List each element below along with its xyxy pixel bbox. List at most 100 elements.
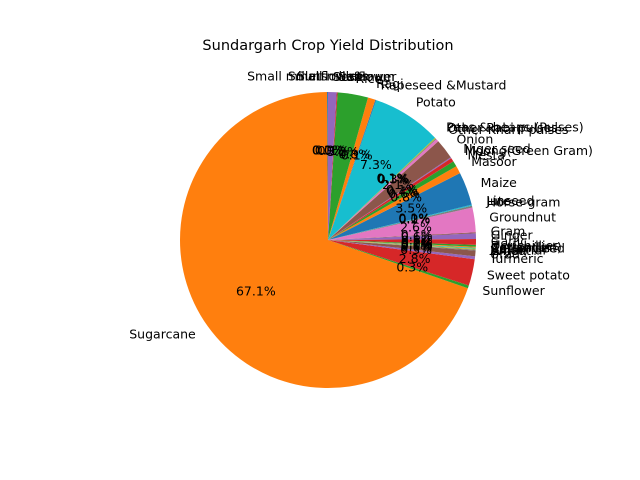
slice-percent-label: 0.6% — [401, 240, 433, 255]
slice-percent-label: 0.1% — [398, 211, 430, 226]
pie-wedge — [328, 161, 457, 240]
slice-percent-label: 0.3% — [400, 242, 432, 257]
slice-label: Safflower — [338, 69, 397, 84]
pie-wedge — [328, 240, 476, 249]
pie-wedge — [328, 207, 476, 240]
pie-wedge — [328, 92, 338, 240]
slice-label: Moong(Green Gram) — [465, 143, 593, 158]
slice-label: Potato — [416, 94, 456, 109]
pie-wedge — [328, 239, 476, 245]
slice-label: Linseed — [486, 193, 534, 208]
slice-percent-label: 0.8% — [390, 189, 422, 204]
slice-label: Turmeric — [489, 251, 544, 266]
slice-percent-label: 0.0% — [312, 143, 344, 158]
slice-percent-label: 0.0% — [401, 238, 433, 253]
pie-wedge — [328, 100, 436, 240]
slice-percent-label: 0.1% — [401, 236, 433, 251]
pie-wedge — [328, 240, 476, 260]
slice-label: Sesamum — [333, 69, 395, 84]
pie-wedge — [328, 141, 451, 240]
slice-percent-label: 0.1% — [377, 170, 409, 185]
slice-percent-label: 0.0% — [401, 236, 433, 251]
pie-wedge — [180, 92, 468, 389]
slice-percent-label: 0.1% — [386, 182, 418, 197]
pie-wedge — [328, 240, 469, 289]
slice-label: Dry chillies — [491, 238, 560, 253]
slice-percent-label: 3.5% — [395, 201, 427, 216]
slice-percent-label: 67.1% — [236, 283, 276, 298]
slice-percent-label: 0.6% — [401, 233, 433, 248]
slice-label: Urad — [490, 246, 520, 261]
slice-label: Wheat — [490, 243, 531, 258]
slice-percent-label: 0.2% — [399, 211, 431, 226]
slice-label: Sunflower — [482, 283, 545, 298]
slice-percent-label: 0.1% — [401, 227, 433, 242]
slice-percent-label: 0.1% — [377, 171, 409, 186]
slice-label: Onion — [456, 131, 493, 146]
slice-label: Rice — [355, 71, 382, 86]
slice-label: Other Kharif pulses — [448, 122, 568, 137]
slice-percent-label: 7.3% — [360, 157, 392, 172]
slice-label: Coriander — [491, 240, 553, 255]
pie-wedge — [328, 173, 472, 240]
slice-percent-label: 0.4% — [387, 183, 419, 198]
pie-wedge — [328, 204, 472, 240]
slice-label: Maize — [481, 175, 517, 190]
slice-percent-label: 0.1% — [341, 147, 373, 162]
slice-percent-label: 0.9% — [315, 143, 347, 158]
pie-wedge — [328, 138, 437, 240]
slice-label: Jute — [485, 194, 511, 209]
slice-label: Small millets — [247, 69, 327, 84]
slice-percent-label: 3.2% — [327, 144, 359, 159]
slice-label: Horse-gram — [487, 195, 561, 210]
slice-percent-label: 0.1% — [401, 237, 433, 252]
slice-percent-label: 2.8% — [399, 251, 431, 266]
slice-percent-label: 0.1% — [401, 238, 433, 253]
slice-label: Small millets — [288, 69, 368, 84]
slice-percent-label: 0.0% — [312, 143, 344, 158]
slice-percent-label: 0.1% — [401, 236, 433, 251]
slice-label: Niger seed — [463, 141, 530, 156]
chart-title: Sundargarh Crop Yield Distribution — [202, 38, 453, 54]
pie-wedge — [328, 139, 439, 240]
pie-wedge — [328, 137, 436, 240]
pie-wedge — [328, 240, 476, 248]
pie-wedge — [328, 97, 376, 240]
pie-wedge — [328, 240, 475, 286]
pie-wedge — [328, 240, 476, 247]
slice-label: Mesta — [468, 148, 506, 163]
slice-percent-label: 0.1% — [312, 143, 344, 158]
slice-label: Sugarcane — [129, 326, 196, 341]
pie-wedges — [180, 92, 476, 389]
slice-percent-label: 2.1% — [382, 177, 414, 192]
slice-percent-label: 0.3% — [396, 260, 428, 275]
slice-label: Sunflower — [297, 69, 360, 84]
pie-wedge — [328, 92, 369, 240]
pie-wedge — [328, 158, 454, 240]
pie-wedge — [328, 232, 476, 240]
slice-percent-label: 2.6% — [400, 219, 432, 234]
pie-wedge — [328, 240, 476, 251]
pie-wedge — [328, 166, 461, 240]
slice-label: Castor seed — [491, 241, 565, 256]
slice-label: Bajra — [490, 242, 523, 257]
slice-label: Cotton(lint) — [491, 239, 562, 254]
pie-wedge — [328, 205, 473, 240]
slice-percent-label: 0.8% — [338, 147, 370, 162]
slice-label: Arhar/Tur — [490, 243, 548, 258]
pie-wedge — [328, 240, 476, 257]
slice-percent-label: 0.6% — [401, 229, 433, 244]
pie-wedge — [328, 99, 377, 240]
slice-percent-label: 0.0% — [398, 211, 430, 226]
slice-label: Masoor — [471, 154, 517, 169]
slice-label: Ragi — [376, 76, 403, 91]
pie-wedge — [328, 240, 476, 250]
slice-label: Gram — [491, 224, 526, 239]
pie-wedge — [328, 157, 452, 240]
pie-percent-labels: 0.1%67.1%0.3%2.8%0.3%0.6%0.0%0.1%0.1%0.1… — [236, 143, 433, 299]
slice-label: Sweet potato — [487, 267, 570, 282]
slice-percent-label: 0.1% — [318, 143, 350, 158]
slice-label: Other Rabi pulses — [447, 120, 558, 135]
